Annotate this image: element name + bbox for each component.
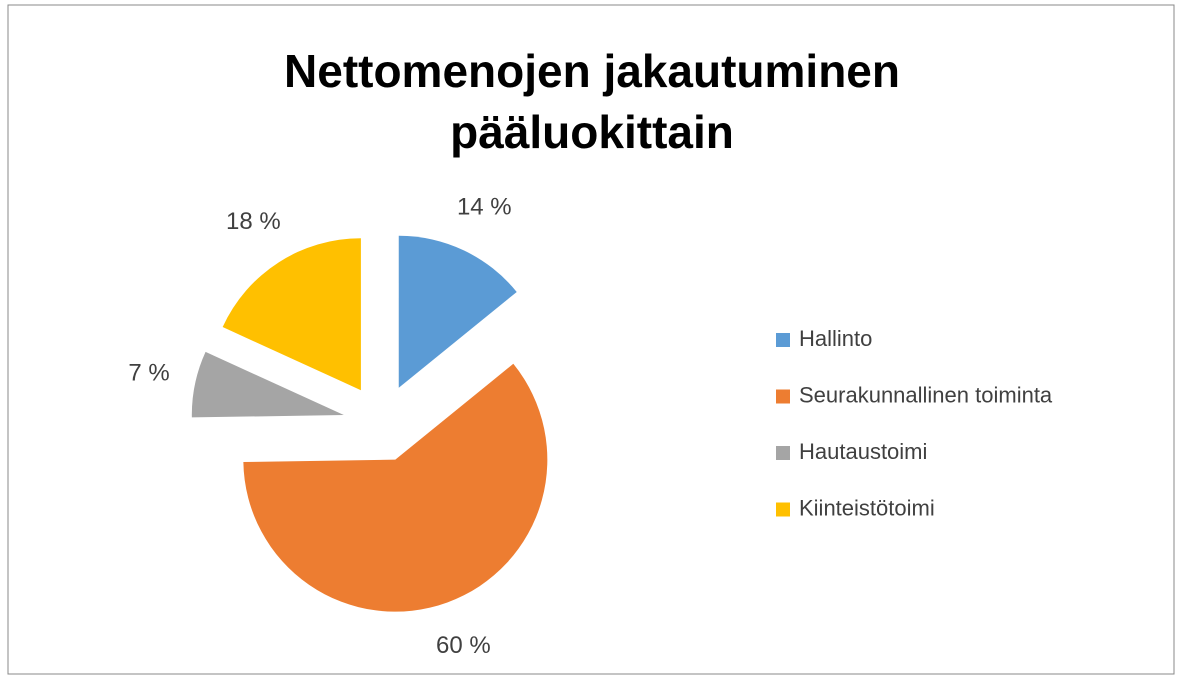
- pie-slice: [243, 363, 548, 612]
- legend-swatch: [776, 389, 790, 404]
- pie-slice: [398, 235, 517, 388]
- legend-label: Seurakunnallinen toiminta: [799, 382, 1053, 407]
- legend-swatch: [776, 333, 790, 347]
- pie-slice: [191, 351, 344, 418]
- data-label: 60 %: [436, 632, 491, 659]
- data-label: 18 %: [226, 208, 281, 235]
- legend-swatch: [776, 446, 790, 460]
- legend-swatch: [776, 502, 790, 517]
- data-label: 14 %: [457, 193, 512, 220]
- data-label: 7 %: [128, 360, 169, 387]
- chart-title: Nettomenojen jakautuminen: [284, 45, 900, 97]
- chart-title: pääluokittain: [450, 106, 734, 158]
- legend-label: Hallinto: [799, 326, 872, 351]
- legend-label: Kiinteistötoimi: [799, 495, 935, 520]
- legend-label: Hautaustoimi: [799, 439, 927, 464]
- pie-slice: [222, 238, 361, 391]
- chart-frame: [7, 4, 1175, 675]
